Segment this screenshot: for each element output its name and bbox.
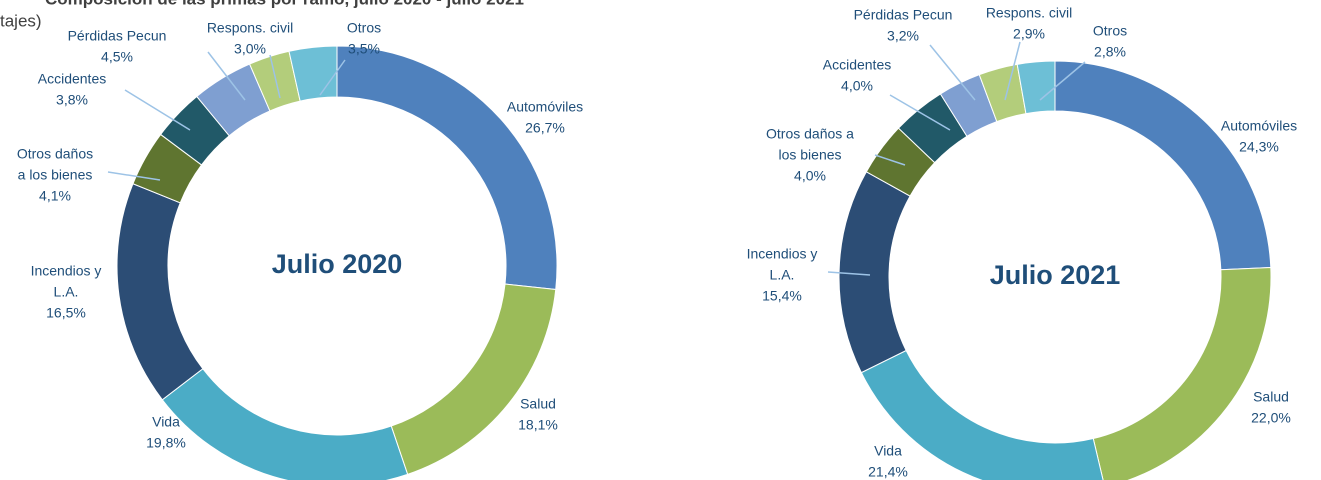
slice-label: Otros bbox=[347, 20, 381, 36]
leader-line bbox=[1039, 61, 1086, 101]
value-label: 4,1% bbox=[39, 188, 71, 204]
value-label: 3,2% bbox=[887, 28, 919, 44]
slice-label: Respons. civil bbox=[986, 5, 1072, 21]
donut-slice bbox=[860, 349, 1104, 480]
value-label: 21,4% bbox=[868, 464, 908, 480]
slice-label: L.A. bbox=[770, 267, 795, 283]
slice-label: Accidentes bbox=[38, 71, 106, 87]
leader-line bbox=[889, 94, 951, 131]
slice-label: Vida bbox=[874, 443, 902, 459]
slice-label: Salud bbox=[1253, 389, 1289, 405]
slice-label: Incendios y bbox=[31, 263, 102, 279]
slice-label: Vida bbox=[152, 414, 180, 430]
value-label: 3,8% bbox=[56, 92, 88, 108]
subtitle: tajes) bbox=[0, 11, 42, 30]
slice-label: a los bienes bbox=[18, 167, 93, 183]
value-label: 16,5% bbox=[46, 305, 86, 321]
slice-label: L.A. bbox=[54, 284, 79, 300]
value-label: 24,3% bbox=[1239, 139, 1279, 155]
slice-label: Pérdidas Pecun bbox=[68, 28, 167, 44]
value-label: 22,0% bbox=[1251, 410, 1291, 426]
value-label: 3,0% bbox=[234, 41, 266, 57]
value-label: 4,0% bbox=[794, 168, 826, 184]
value-label: 4,5% bbox=[101, 49, 133, 65]
donut-slice bbox=[1092, 266, 1272, 480]
slice-label: Respons. civil bbox=[207, 20, 293, 36]
leader-line bbox=[1004, 41, 1021, 101]
leader-line bbox=[827, 271, 871, 276]
donut-slice bbox=[116, 183, 204, 401]
slice-label: Otros daños a bbox=[766, 126, 854, 142]
value-label: 18,1% bbox=[518, 417, 558, 433]
slice-label: Otros daños bbox=[17, 146, 93, 162]
donut-slice bbox=[1054, 60, 1272, 271]
slice-label: Otros bbox=[1093, 23, 1127, 39]
leader-line bbox=[107, 171, 161, 181]
donut-slice bbox=[161, 368, 409, 480]
slice-label: Automóviles bbox=[1221, 118, 1297, 134]
value-label: 2,8% bbox=[1094, 44, 1126, 60]
donut-slice bbox=[1016, 60, 1056, 115]
value-label: 26,7% bbox=[525, 120, 565, 136]
slice-label: Pérdidas Pecun bbox=[854, 7, 953, 23]
value-label: 15,4% bbox=[762, 288, 802, 304]
value-label: 4,0% bbox=[841, 78, 873, 94]
center-label: Julio 2021 bbox=[990, 260, 1121, 290]
center-label: Julio 2020 bbox=[272, 249, 403, 279]
leader-line bbox=[319, 59, 346, 96]
slice-label: Salud bbox=[520, 396, 556, 412]
leader-line bbox=[124, 89, 191, 131]
donut-slice bbox=[390, 283, 557, 475]
slice-label: los bienes bbox=[778, 147, 841, 163]
title: Composición de las primas por ramo, juli… bbox=[45, 0, 524, 8]
value-label: 19,8% bbox=[146, 435, 186, 451]
value-label: 3,5% bbox=[348, 41, 380, 57]
slice-label: Automóviles bbox=[507, 99, 583, 115]
leader-line bbox=[207, 51, 246, 101]
donut-slice bbox=[838, 171, 911, 374]
slice-label: Incendios y bbox=[747, 246, 818, 262]
leader-line bbox=[874, 154, 906, 166]
value-label: 2,9% bbox=[1013, 26, 1045, 42]
leader-line bbox=[269, 54, 281, 99]
slice-label: Accidentes bbox=[823, 57, 891, 73]
leader-line bbox=[929, 44, 976, 101]
